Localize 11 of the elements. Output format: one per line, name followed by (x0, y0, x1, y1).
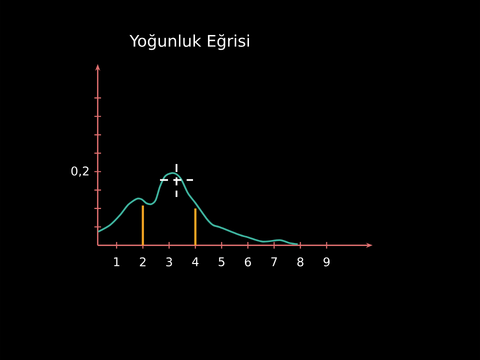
y-tick-label: 0,2 (71, 166, 88, 177)
x-tick-label: 7 (271, 257, 277, 266)
chart-title: Yoğunluk Eğrisi (130, 34, 249, 50)
x-tick-label: 9 (324, 257, 330, 266)
x-tick-label: 1 (114, 257, 120, 266)
x-tick-label: 4 (192, 257, 199, 266)
x-tick-label: 5 (218, 257, 224, 266)
x-tick-label: 2 (140, 257, 146, 266)
x-tick-label: 3 (166, 257, 172, 266)
x-tick-label: 6 (244, 257, 251, 266)
x-tick-label: 8 (297, 257, 304, 266)
